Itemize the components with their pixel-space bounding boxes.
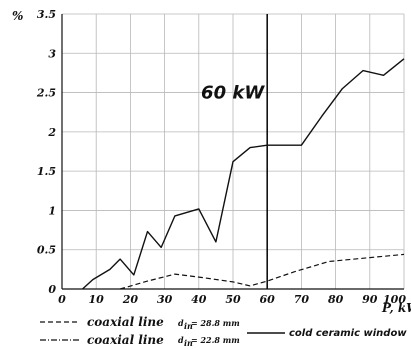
axes (61, 14, 404, 290)
x-tick-label: 80 (328, 293, 344, 306)
x-tick-label: 0 (58, 293, 66, 306)
y-tick-label: 0.5 (37, 244, 56, 257)
x-tick-label: 10 (89, 293, 105, 306)
series-line-cold-ceramic-window (82, 58, 405, 290)
y-tick-label: 3.5 (37, 8, 56, 21)
legend-coaxial-line-1-index: in (184, 321, 193, 331)
grid (61, 13, 405, 290)
y-tick-label: 3 (48, 47, 56, 60)
x-tick-label: 40 (191, 293, 207, 306)
legend-coaxial-line-2-value: = 22.8 mm (191, 335, 240, 345)
y-tick-label: 2 (47, 126, 56, 139)
y-tick-label: 1 (48, 204, 56, 217)
legend-coaxial-line-2-label: coaxial line (87, 333, 164, 347)
legend-coaxial-line-1-label: coaxial line (87, 315, 164, 329)
legend-coaxial-line-1-d: d (178, 318, 184, 328)
x-tick-label: 70 (294, 293, 310, 306)
legend-coaxial-line-2-index: in (184, 338, 193, 348)
x-tick-label: 30 (157, 293, 173, 306)
legend-coaxial-line-1-value: = 28.8 mm (191, 318, 240, 328)
y-axis-unit: % (12, 9, 23, 23)
legend-cold-ceramic-window-label: cold ceramic window (289, 328, 407, 339)
y-tick-label: 0 (48, 283, 56, 296)
series (82, 58, 405, 290)
x-tick-label: 50 (225, 293, 241, 306)
x-tick-label: 60 (260, 293, 276, 306)
x-axis-unit: P, kW (381, 301, 411, 315)
x-tick-label: 90 (362, 293, 378, 306)
annotation-60kw-label: 60 kW (201, 83, 265, 104)
legend-coaxial-line-2-d: d (178, 335, 184, 345)
y-tick-label: 2.5 (36, 87, 56, 100)
tick-labels: 0 0.5 1 1.5 2 2.5 3 3.5 0 10 20 30 40 50 60 70 80 90 100 (36, 8, 406, 306)
x-tick-label: 100 (383, 293, 406, 306)
series-line-coaxial-line (119, 253, 405, 290)
legend: coaxial line d in = 28.8 mm coaxial line… (40, 315, 407, 348)
y-tick-label: 1.5 (37, 165, 56, 178)
x-tick-label: 20 (122, 293, 139, 306)
